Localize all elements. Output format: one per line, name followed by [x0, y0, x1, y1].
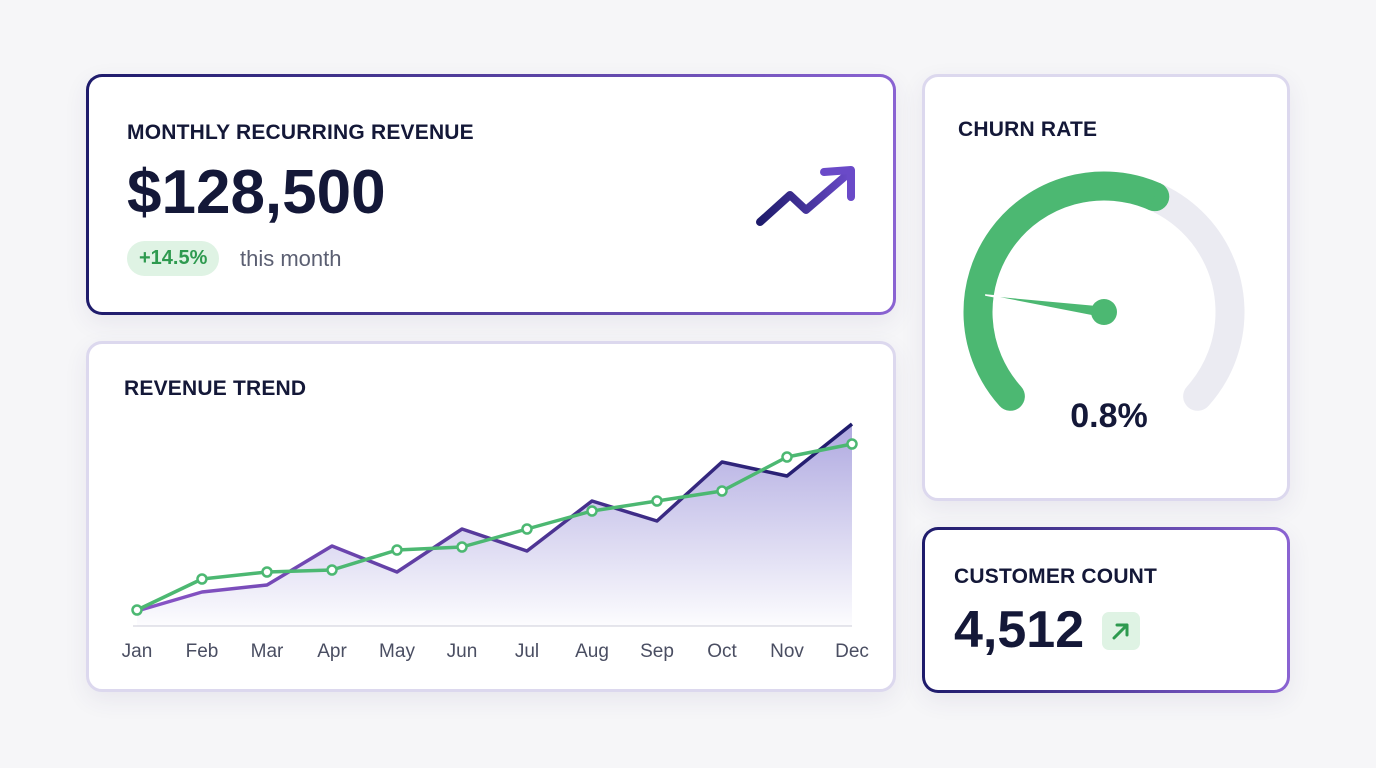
x-tick-label: Sep	[640, 641, 674, 662]
data-point	[196, 573, 208, 585]
data-point	[846, 438, 858, 450]
series-area	[137, 424, 852, 626]
mrr-title: MONTHLY RECURRING REVENUE	[127, 121, 474, 144]
data-point	[521, 523, 533, 535]
x-tick-label: Mar	[250, 641, 284, 662]
data-point	[326, 564, 338, 576]
revenue-trend-chart	[131, 422, 858, 627]
x-tick-label: Feb	[185, 641, 219, 662]
x-tick-label: Dec	[835, 641, 869, 662]
customer-title: CUSTOMER COUNT	[954, 565, 1158, 588]
revenue-trend-card: REVENUE TREND Jan Feb Mar Apr May Jun Jul Aug Se…	[86, 341, 896, 692]
trend-up-arrow-icon	[756, 166, 855, 226]
mrr-value: $128,500	[127, 158, 386, 227]
gauge-needle	[985, 294, 1106, 319]
customer-value: 4,512	[954, 601, 1085, 659]
churn-title: CHURN RATE	[958, 118, 1098, 141]
data-point	[781, 451, 793, 463]
data-point	[456, 541, 468, 553]
churn-gauge	[963, 171, 1245, 411]
x-tick-label: Apr	[317, 641, 347, 662]
arrow-up-right-icon	[1102, 612, 1140, 650]
churn-value: 0.8%	[1070, 397, 1148, 435]
x-tick-label: May	[379, 641, 415, 662]
gauge-hub	[1091, 299, 1117, 325]
x-tick-label: Aug	[575, 641, 609, 662]
x-tick-label: Jun	[446, 641, 478, 662]
trend-title: REVENUE TREND	[124, 377, 307, 400]
x-tick-label: Jul	[514, 641, 540, 662]
data-point	[651, 495, 663, 507]
data-point	[716, 485, 728, 497]
gauge-fill	[963, 171, 1170, 411]
data-point	[261, 566, 273, 578]
x-tick-label: Jan	[121, 641, 153, 662]
mrr-change-badge: +14.5%	[127, 241, 220, 276]
data-point	[391, 544, 403, 556]
churn-card: CHURN RATE 0.8%	[922, 74, 1290, 501]
data-point	[586, 505, 598, 517]
data-point	[131, 604, 143, 616]
customer-count-card: CUSTOMER COUNT 4,512	[922, 527, 1290, 693]
x-tick-label: Nov	[770, 641, 804, 662]
mrr-change-suffix: this month	[240, 246, 342, 271]
x-tick-label: Oct	[707, 641, 737, 662]
series-line-1	[136, 422, 854, 613]
mrr-card: MONTHLY RECURRING REVENUE $128,500 +14.5…	[86, 74, 896, 315]
series-line-2	[136, 442, 853, 612]
